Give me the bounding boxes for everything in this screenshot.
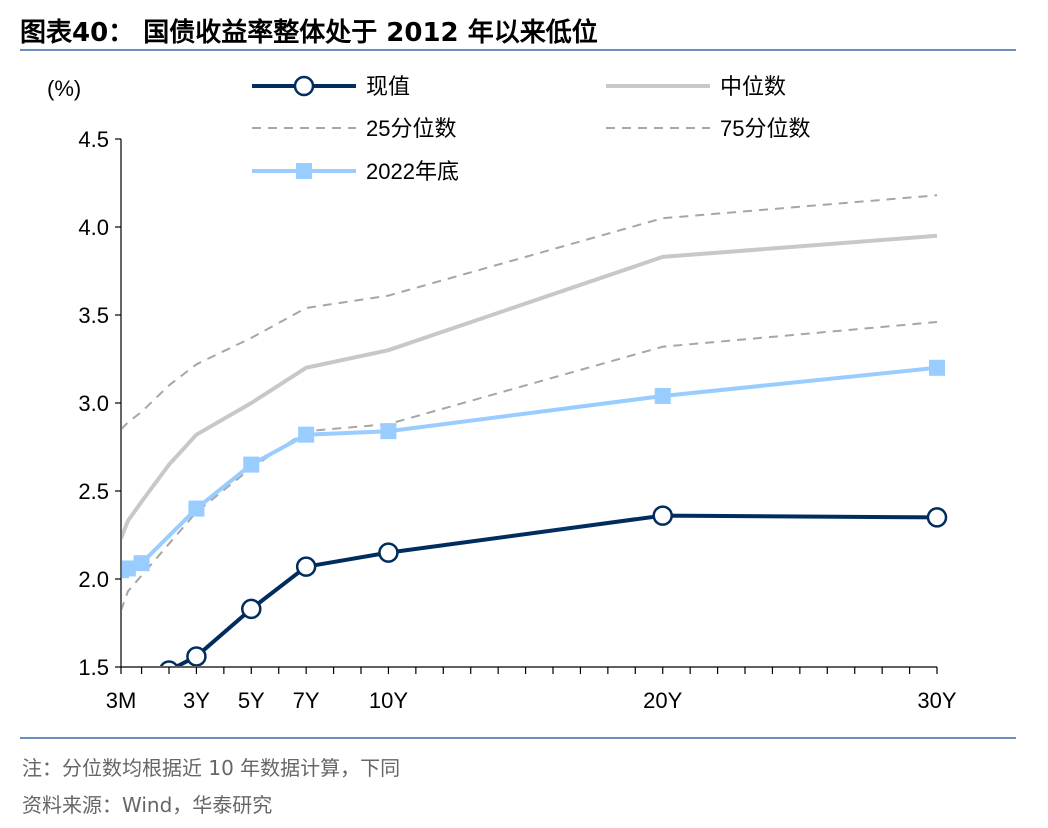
legend-label-p75: 75分位数 bbox=[720, 116, 810, 141]
legend-marker-end2022 bbox=[296, 163, 312, 179]
data-point-current bbox=[652, 505, 673, 526]
data-point-current bbox=[926, 507, 948, 528]
legend-label-median: 中位数 bbox=[720, 74, 786, 99]
y-tick-label: 2.0 bbox=[78, 567, 109, 592]
data-point-current bbox=[295, 556, 317, 577]
data-point-end2022 bbox=[133, 555, 150, 572]
y-tick-label: 3.5 bbox=[78, 303, 109, 328]
figure-source: 资料来源：Wind，华泰研究 bbox=[22, 793, 273, 817]
data-point-current bbox=[378, 542, 399, 563]
chart-legend: 现值 中位数 25分位数 75分位数 2022年底 bbox=[252, 74, 810, 184]
y-tick-label: 2.5 bbox=[78, 479, 109, 504]
figure-title: 图表40： 国债收益率整体处于 2012 年以来低位 bbox=[20, 18, 598, 48]
data-point-end2022 bbox=[298, 426, 315, 443]
legend-label-current: 现值 bbox=[366, 74, 410, 99]
legend-label-p25: 25分位数 bbox=[366, 116, 456, 141]
data-point-current bbox=[186, 646, 207, 666]
top-rule bbox=[20, 49, 1016, 51]
x-tick-label: 5Y bbox=[238, 688, 265, 713]
series-line-p25 bbox=[122, 321, 938, 611]
figure-note: 注：分位数均根据近 10 年数据计算，下同 bbox=[22, 756, 401, 780]
y-axis-unit: (%) bbox=[47, 76, 81, 101]
legend-marker-current bbox=[293, 75, 315, 97]
x-tick-label: 3M bbox=[106, 688, 137, 713]
data-point-end2022 bbox=[122, 560, 136, 577]
x-tick-label: 3Y bbox=[183, 688, 210, 713]
legend-label-end2022: 2022年底 bbox=[366, 159, 459, 184]
x-tick-label: 10Y bbox=[369, 688, 408, 713]
chart-series bbox=[122, 194, 948, 666]
series-line-median bbox=[122, 233, 938, 540]
data-point-current bbox=[159, 660, 179, 666]
data-point-end2022 bbox=[380, 423, 397, 440]
data-point-end2022 bbox=[243, 456, 260, 473]
series-line-current bbox=[173, 513, 938, 666]
chart-axes: (%) 1.5 2.0 2.5 3.0 3.5 4.0 4.5 3M 3Y 5Y 7Y 10Y 20Y 30… bbox=[47, 76, 957, 713]
x-tick-label: 20Y bbox=[643, 688, 682, 713]
y-tick-label: 3.0 bbox=[78, 391, 109, 416]
bottom-rule bbox=[20, 737, 1016, 739]
y-tick-label: 4.0 bbox=[78, 215, 109, 240]
x-tick-label: 7Y bbox=[293, 688, 320, 713]
x-tick-label: 30Y bbox=[917, 688, 956, 713]
data-point-current bbox=[241, 598, 262, 620]
y-tick-label: 1.5 bbox=[78, 655, 109, 680]
data-point-end2022 bbox=[654, 387, 671, 404]
data-point-end2022 bbox=[188, 500, 205, 517]
data-point-end2022 bbox=[929, 359, 945, 376]
y-tick-label: 4.5 bbox=[78, 127, 109, 152]
series-line-p75 bbox=[122, 194, 938, 430]
